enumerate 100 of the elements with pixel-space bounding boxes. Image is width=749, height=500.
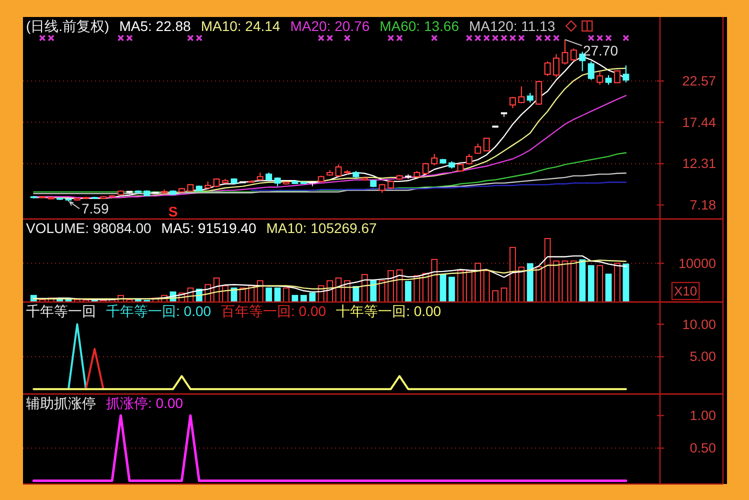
- bar: [588, 265, 594, 302]
- bar: [266, 288, 272, 302]
- candlestick: [518, 86, 525, 104]
- candlestick: [91, 196, 98, 200]
- candlestick: [74, 197, 80, 202]
- candlestick: [82, 196, 90, 200]
- candlestick: [300, 180, 307, 184]
- candlestick: [536, 80, 542, 106]
- bar: [526, 263, 534, 302]
- bar: [579, 259, 586, 302]
- text: MA60: 13.66: [380, 18, 460, 34]
- candlestick: [318, 175, 324, 183]
- candlestick: [388, 180, 394, 190]
- candlestick: [65, 198, 72, 202]
- bar: [518, 266, 525, 302]
- candlestick: [256, 172, 264, 182]
- text: 千年等一回: 0.00: [106, 303, 212, 319]
- candlestick: [440, 158, 446, 164]
- text: MA120: 11.13: [469, 18, 556, 34]
- candlestick: [196, 184, 202, 192]
- text: MA5: 91519.40: [161, 220, 256, 236]
- bar: [448, 276, 455, 302]
- candlestick: [274, 176, 281, 187]
- bar: [404, 280, 412, 302]
- y-tick-label: 1.00: [690, 408, 716, 424]
- y-tick-label: 22.57: [682, 73, 716, 88]
- y-tick-label: 7.18: [690, 197, 716, 212]
- bar: [605, 274, 612, 302]
- bar: [361, 274, 368, 302]
- bar: [536, 266, 542, 302]
- y-tick-label: 5.00: [690, 349, 716, 364]
- candlestick: [56, 197, 64, 201]
- candlestick: [562, 39, 568, 66]
- y-tick-label: 10000: [678, 256, 716, 271]
- candlestick: [39, 195, 46, 199]
- text: MA5: 22.88: [119, 18, 192, 34]
- bar: [510, 246, 516, 302]
- candlestick: [187, 184, 194, 192]
- bar: [256, 280, 264, 302]
- candlestick: [309, 181, 316, 187]
- bar: [388, 270, 394, 302]
- candlestick: [370, 179, 377, 188]
- bar: [422, 272, 429, 302]
- candlestick: [457, 163, 464, 172]
- candlestick: [352, 170, 360, 179]
- candlestick: [509, 96, 516, 109]
- candlestick: [144, 190, 150, 197]
- candlestick: [108, 194, 116, 198]
- candlestick: [614, 70, 620, 84]
- candlestick: [414, 170, 420, 178]
- candlestick: [222, 178, 229, 184]
- candlestick: [248, 180, 255, 184]
- candlestick: [622, 64, 630, 83]
- candlestick: [134, 190, 142, 194]
- y-tick-label: 12.31: [682, 156, 716, 172]
- y-tick-label: 10.00: [682, 316, 716, 332]
- text: MA10: 105269.67: [266, 220, 378, 236]
- candlestick: [292, 180, 298, 184]
- text: 百年等一回: 0.00: [221, 303, 326, 319]
- bar: [544, 238, 551, 302]
- bar: [553, 260, 560, 302]
- bar: [474, 262, 482, 302]
- candlestick: [326, 170, 334, 176]
- bar: [614, 262, 620, 302]
- bar: [370, 280, 377, 302]
- candlestick: [553, 54, 560, 78]
- chart-title: 辅助抓涨停: [26, 395, 96, 411]
- candlestick: [178, 187, 185, 193]
- chart-title: (日线.前复权): [26, 18, 110, 34]
- text: S: [168, 204, 178, 220]
- annotation: 27.70: [582, 42, 618, 59]
- candlestick: [605, 74, 612, 86]
- text: 十年等一回: 0.00: [336, 303, 442, 319]
- candlestick: [161, 188, 168, 194]
- candlestick: [526, 92, 534, 104]
- bar: [309, 292, 316, 302]
- candlestick: [483, 137, 490, 152]
- series-label: 抓涨停: 0.00: [106, 395, 184, 411]
- text: MA20: 20.76: [290, 18, 370, 34]
- candlestick: [596, 71, 604, 86]
- text: MA10: 24.14: [200, 18, 280, 34]
- bar: [596, 265, 604, 302]
- bar: [492, 290, 498, 302]
- bar: [466, 270, 472, 302]
- candlestick: [570, 48, 577, 62]
- line-series: [33, 152, 627, 193]
- candlestick: [126, 190, 133, 194]
- candlestick: [378, 183, 386, 194]
- candlestick: [474, 143, 482, 155]
- candlestick: [448, 160, 455, 170]
- line-series: [250, 182, 627, 191]
- candlestick: [405, 174, 412, 180]
- text: X10: [674, 284, 698, 298]
- candlestick: [213, 178, 220, 188]
- chart-title: VOLUME: 98084.00: [26, 220, 152, 236]
- candlestick: [48, 196, 54, 200]
- bar: [283, 288, 290, 302]
- candlestick: [266, 172, 272, 182]
- y-tick-label: 17.44: [682, 114, 716, 130]
- candlestick: [283, 180, 290, 186]
